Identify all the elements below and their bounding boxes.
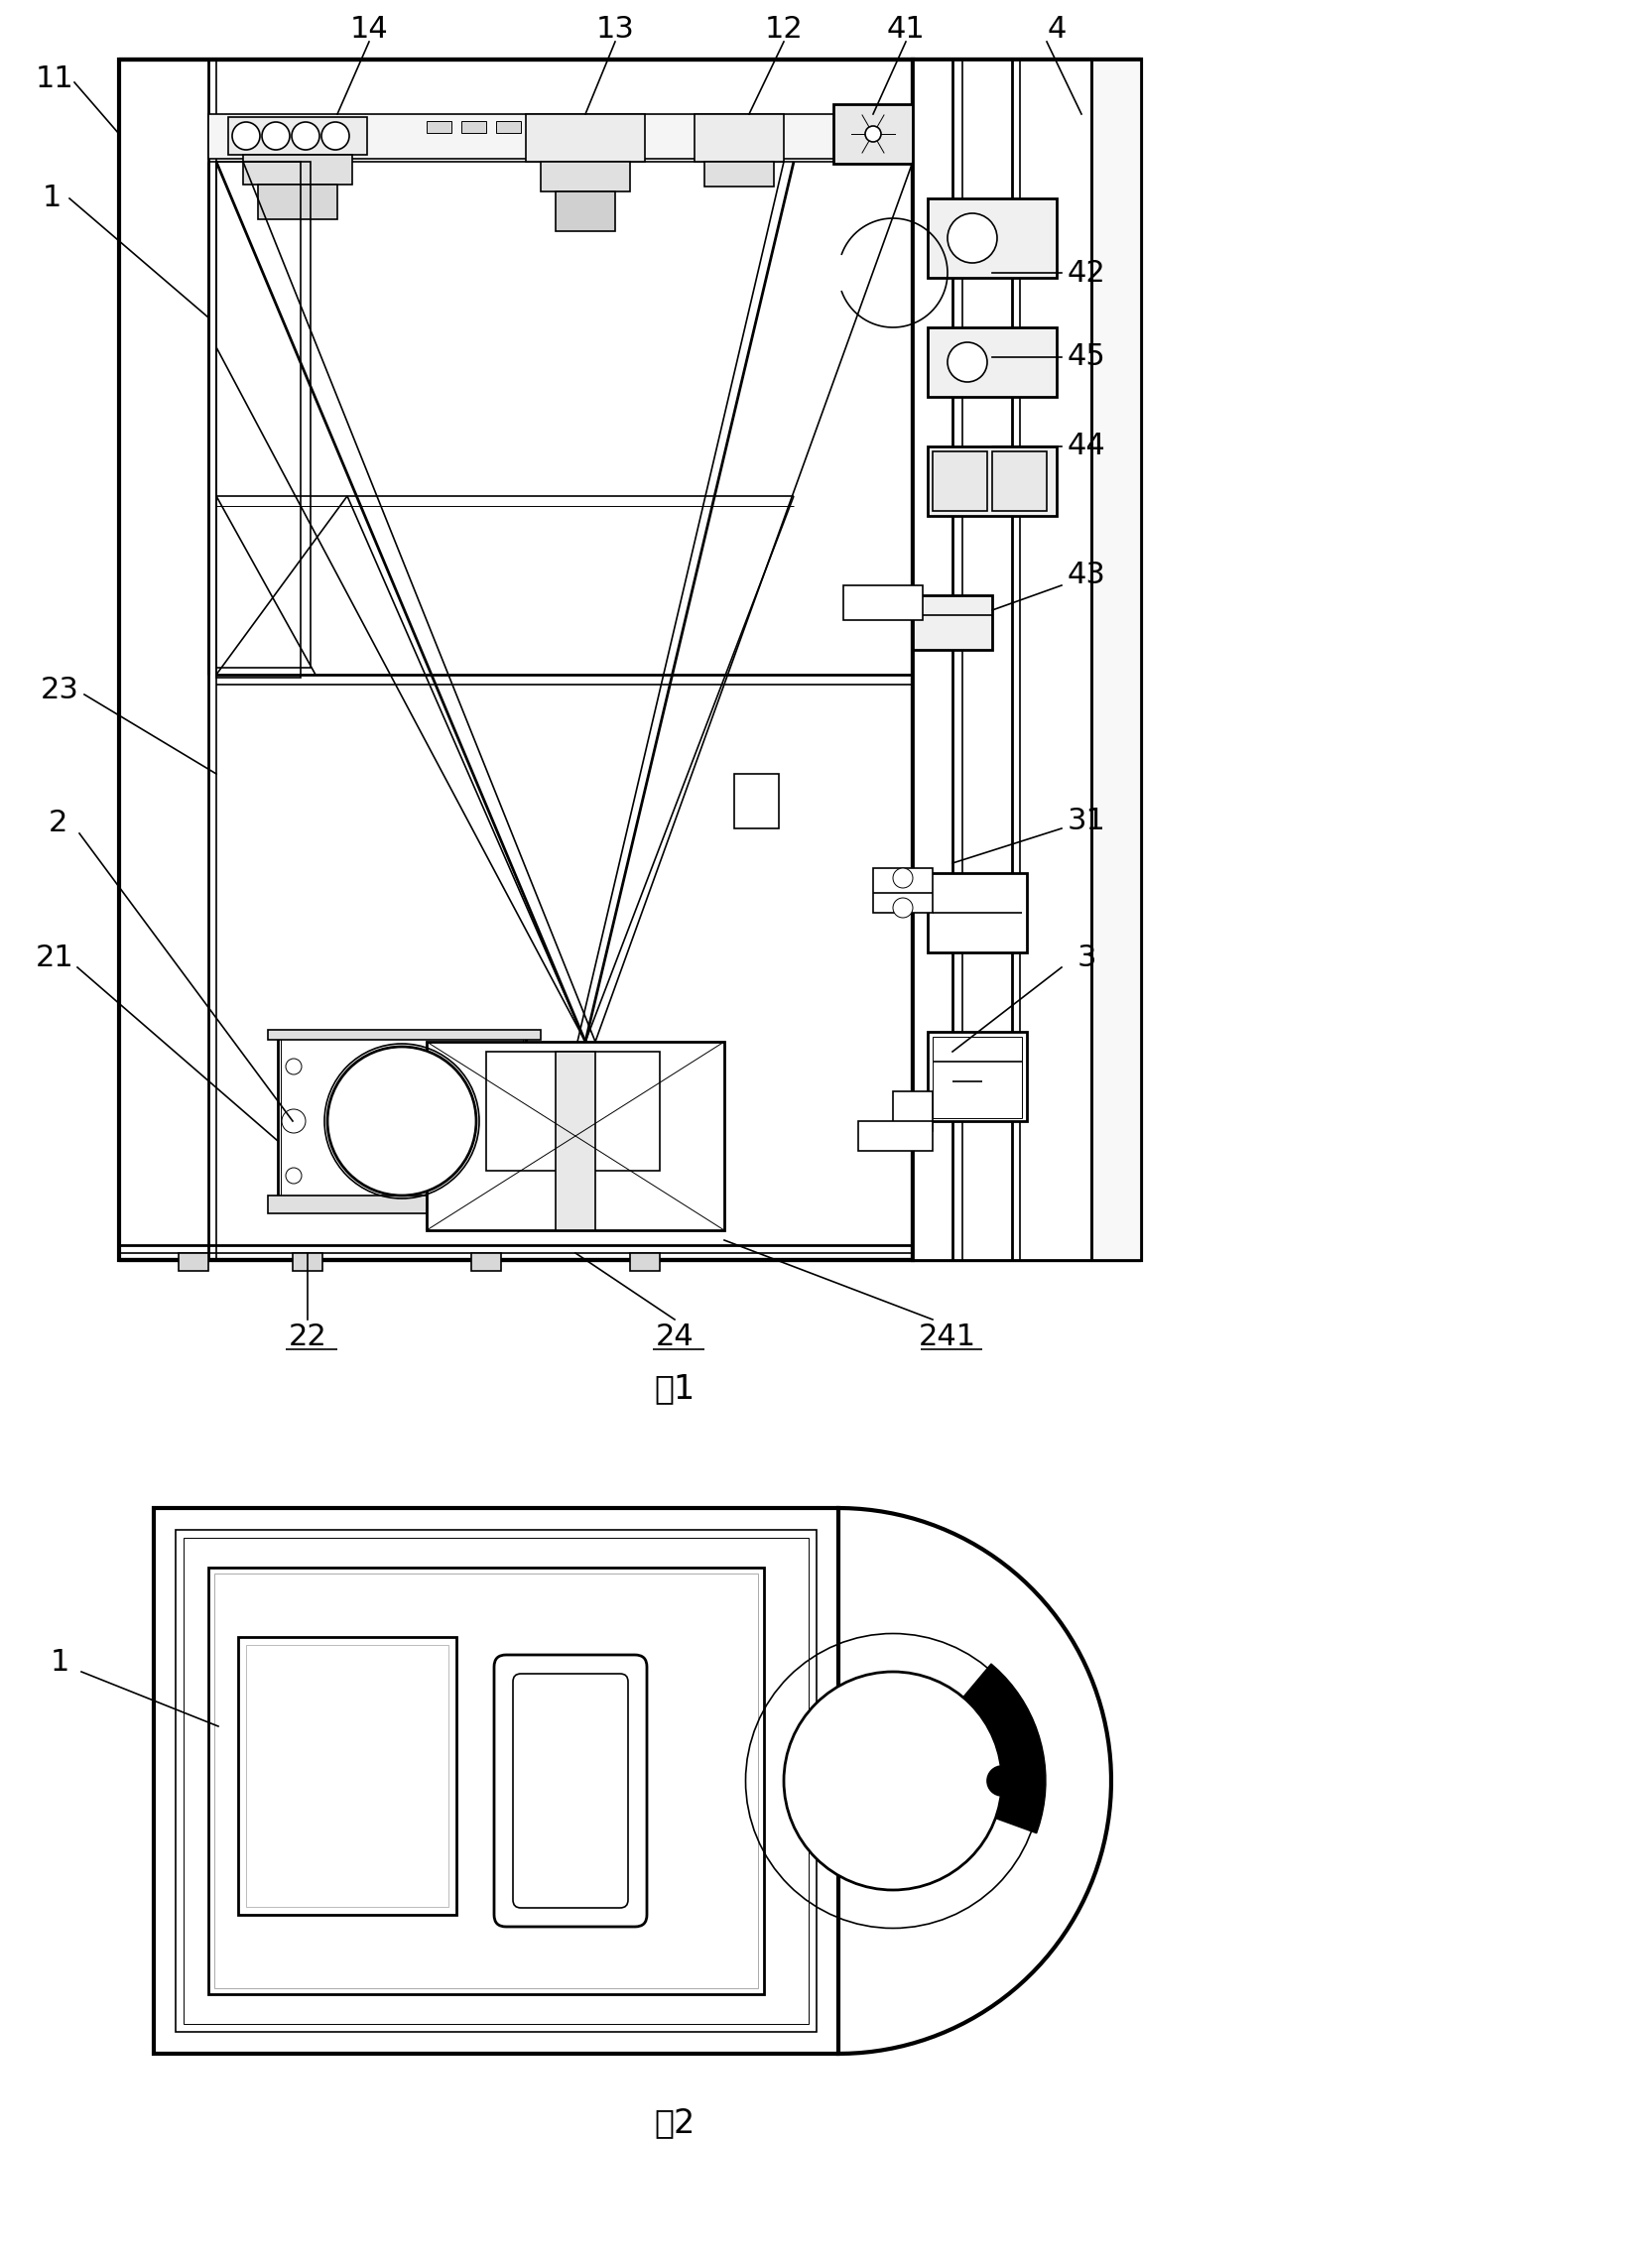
Bar <box>933 451 988 510</box>
Circle shape <box>892 869 914 889</box>
Text: 22: 22 <box>288 1322 328 1352</box>
Circle shape <box>286 1168 301 1184</box>
Text: 13: 13 <box>596 16 634 43</box>
Bar <box>914 594 993 651</box>
Bar <box>178 1252 209 1270</box>
Circle shape <box>321 122 349 150</box>
Circle shape <box>948 213 997 263</box>
Text: 41: 41 <box>887 16 925 43</box>
Text: 4: 4 <box>1047 16 1067 43</box>
Text: 241: 241 <box>918 1322 976 1352</box>
Circle shape <box>262 122 290 150</box>
Bar <box>495 120 520 134</box>
Bar <box>245 1644 448 1907</box>
Bar <box>216 161 311 667</box>
Bar <box>209 113 914 159</box>
Bar <box>843 585 923 619</box>
Text: 图2: 图2 <box>653 2107 695 2139</box>
Bar <box>244 154 352 184</box>
Bar <box>928 1032 1027 1120</box>
Bar <box>928 197 1057 277</box>
Text: 14: 14 <box>351 16 388 43</box>
Bar <box>209 1567 764 1994</box>
Bar <box>119 59 914 1261</box>
Bar <box>542 161 630 191</box>
Circle shape <box>988 1767 1017 1796</box>
Bar <box>833 104 914 163</box>
Circle shape <box>866 127 881 143</box>
Bar <box>184 1538 808 2023</box>
Bar <box>486 1052 660 1170</box>
FancyBboxPatch shape <box>494 1656 647 1928</box>
Bar <box>293 1252 323 1270</box>
Polygon shape <box>963 1665 1045 1833</box>
Bar <box>993 451 1047 510</box>
Text: 31: 31 <box>1067 807 1106 837</box>
Bar <box>872 869 933 912</box>
Circle shape <box>286 1059 301 1075</box>
Circle shape <box>892 898 914 919</box>
Bar <box>281 1034 523 1198</box>
Bar <box>928 327 1057 397</box>
Circle shape <box>328 1048 476 1195</box>
Text: 23: 23 <box>40 676 79 703</box>
Text: 1: 1 <box>49 1647 69 1676</box>
Text: 图1: 图1 <box>653 1372 695 1406</box>
Bar <box>556 191 616 231</box>
Circle shape <box>291 122 319 150</box>
Bar <box>278 1032 525 1200</box>
Bar <box>239 1637 456 1914</box>
Bar <box>892 1091 933 1132</box>
Circle shape <box>232 122 260 150</box>
Bar <box>471 1252 500 1270</box>
Bar <box>268 1030 542 1039</box>
Bar <box>914 59 1141 1261</box>
Bar <box>176 1531 816 2032</box>
Bar <box>525 113 645 161</box>
Bar <box>858 1120 933 1150</box>
Bar <box>268 1195 542 1213</box>
Text: 1: 1 <box>43 184 61 213</box>
Text: 21: 21 <box>35 943 74 971</box>
Text: 11: 11 <box>35 66 74 93</box>
Circle shape <box>948 342 988 381</box>
Text: 2: 2 <box>48 810 67 837</box>
Bar <box>1091 59 1141 1261</box>
Bar <box>214 1574 759 1989</box>
Text: 3: 3 <box>1076 943 1096 971</box>
Bar <box>734 773 779 828</box>
Text: 42: 42 <box>1067 259 1106 288</box>
Bar <box>630 1252 660 1270</box>
Circle shape <box>281 1109 306 1134</box>
Bar <box>426 1041 724 1229</box>
Text: 43: 43 <box>1067 560 1106 590</box>
Text: 44: 44 <box>1067 433 1106 460</box>
Text: 12: 12 <box>765 16 803 43</box>
Text: 45: 45 <box>1067 342 1106 372</box>
Bar <box>153 1508 838 2055</box>
Bar <box>229 118 367 154</box>
Bar <box>914 59 1141 1261</box>
Bar <box>928 447 1057 515</box>
Bar <box>928 873 1027 953</box>
Bar <box>704 161 774 186</box>
Bar <box>426 120 451 134</box>
Bar <box>695 113 783 161</box>
Bar <box>216 161 301 678</box>
Circle shape <box>783 1672 1002 1889</box>
Bar <box>933 1036 1022 1118</box>
Bar <box>461 120 486 134</box>
Text: 24: 24 <box>655 1322 695 1352</box>
Bar <box>556 1052 596 1229</box>
Bar <box>258 184 337 220</box>
